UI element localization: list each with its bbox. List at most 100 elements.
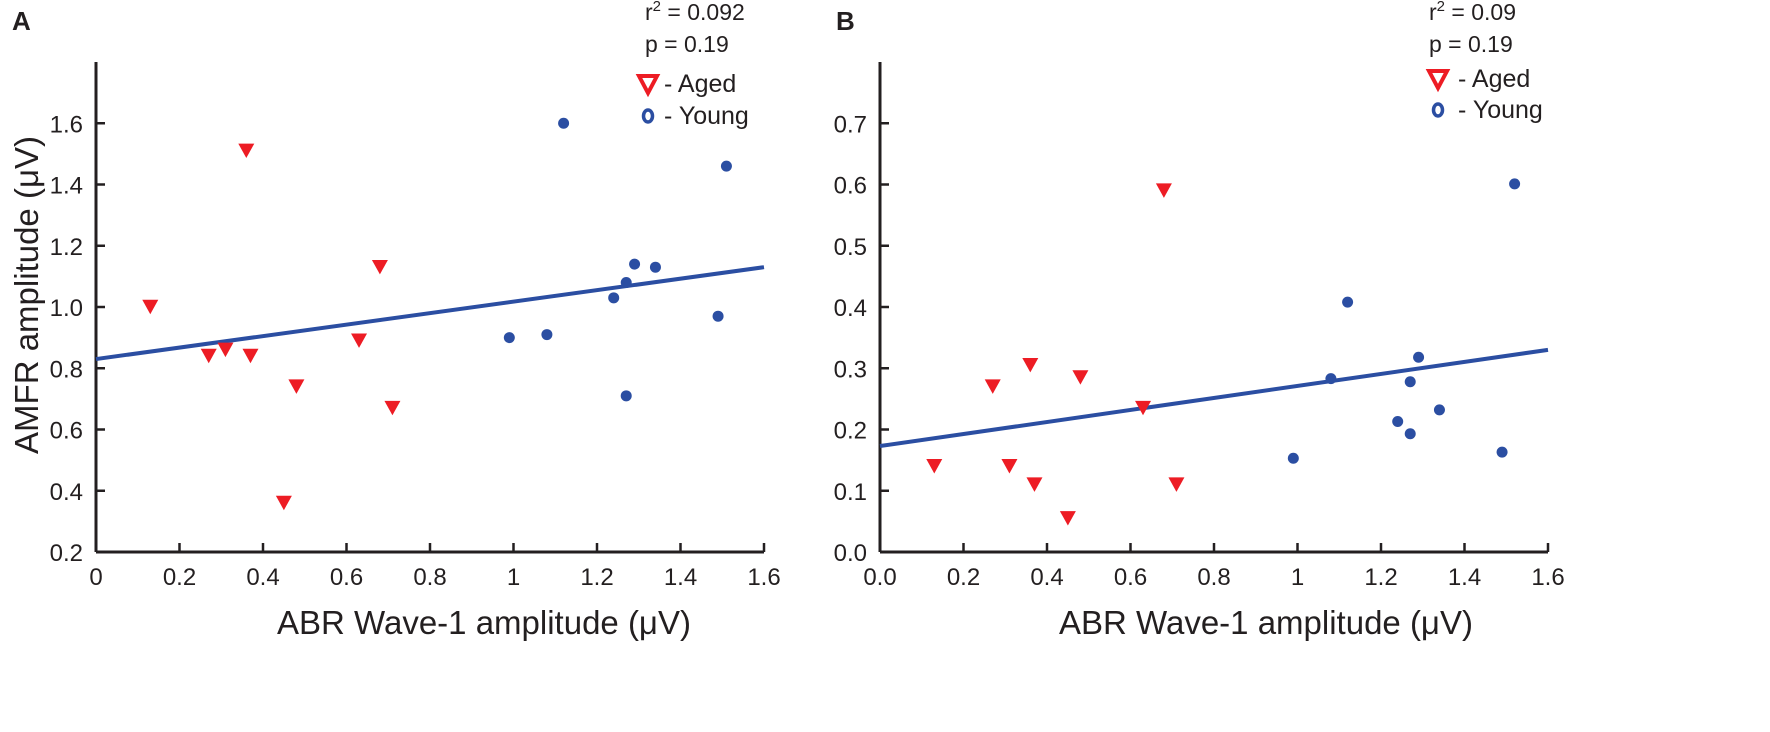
x-tick-label: 0.4 (246, 564, 279, 591)
young-data-point (1287, 452, 1299, 464)
x-tick-label: 0.6 (1114, 564, 1147, 591)
x-axis-title: ABR Wave-1 amplitude (μV) (1059, 604, 1473, 641)
regression-line (879, 347, 1549, 449)
young-data-point (1404, 376, 1416, 388)
y-tick-label: 0.2 (50, 540, 83, 567)
y-tick-label: 1.2 (50, 234, 83, 261)
x-tick-label: 0.6 (330, 564, 363, 591)
aged-data-point (384, 400, 401, 416)
aged-data-point (926, 459, 943, 474)
aged-data-point (351, 333, 368, 348)
y-tick-label: 0.3 (834, 356, 867, 383)
aged-data-point (275, 495, 292, 511)
young-data-point (1509, 178, 1521, 190)
aged-data-point (1135, 400, 1152, 416)
young-data-point (608, 292, 620, 304)
x-tick-label: 1.6 (747, 564, 780, 591)
legend-aged-label: - Aged (1458, 65, 1530, 93)
legend-young-label: - Young (664, 102, 749, 130)
p-value-label: p = 0.19 (1429, 31, 1513, 57)
y-tick-label: 0.4 (50, 479, 83, 506)
x-tick-label: 0 (89, 564, 102, 591)
panel-b: B 0.0 0.2 0.4 0.6 0.8 1 1.2 1.4 1.6 0.0 0.1 0.2 0.3 0.… (834, 0, 1565, 641)
legend-aged-marker-icon (1425, 69, 1451, 93)
young-data-point (629, 258, 641, 270)
panel-a: A0 0.2 0.4 0.6 0.8 1 1.2 1.4 1.60.20.40.60.81.01… (8, 0, 781, 641)
young-data-point (1496, 446, 1508, 458)
young-data-point (720, 160, 732, 172)
r-squared-prefix: r (645, 0, 653, 25)
x-axis-title: ABR Wave-1 amplitude (μV) (277, 604, 691, 641)
aged-data-point (217, 342, 234, 358)
y-tick-label: 0.5 (834, 234, 867, 261)
r-squared-value: = 0.092 (661, 0, 745, 25)
legend: - Aged - Young (635, 70, 749, 130)
x-tick-label: 1.6 (1531, 564, 1564, 591)
aged-data-point (200, 348, 217, 364)
x-tick-label: 1.4 (664, 564, 697, 591)
aged-data-point (142, 299, 159, 315)
x-tick-label: 0.2 (163, 564, 196, 591)
legend-aged-marker-icon (635, 74, 661, 98)
aged-data-point (1001, 459, 1018, 474)
panel-label: B (836, 6, 855, 36)
aged-data-point (1022, 357, 1039, 373)
y-tick-label: 0.2 (834, 418, 867, 445)
aged-data-point (1059, 511, 1076, 526)
r-squared-label: r2 = 0.09 (1429, 0, 1516, 25)
y-tick-label: 0.6 (50, 418, 83, 445)
x-tick-label: 0.8 (413, 564, 446, 591)
r-squared-value: = 0.09 (1445, 0, 1516, 25)
x-tick-label: 1.2 (1364, 564, 1397, 591)
young-data-point (1392, 416, 1404, 428)
p-value-label: p = 0.19 (645, 31, 729, 57)
young-data-point (620, 277, 632, 288)
aged-data-point (242, 348, 259, 364)
young-data-point (712, 310, 724, 322)
young-data-point (558, 117, 570, 129)
young-data-point (1413, 351, 1425, 363)
y-tick-label: 1.6 (50, 111, 83, 138)
young-data-point (1342, 296, 1354, 308)
x-tick-label: 1 (1291, 564, 1304, 591)
legend-young-marker-icon (641, 108, 655, 124)
aged-data-point (1168, 477, 1185, 492)
regression-line (95, 265, 765, 362)
x-tick-label: 0.4 (1030, 564, 1063, 591)
young-data-point (1404, 428, 1416, 440)
r-squared-prefix: r (1429, 0, 1437, 25)
y-tick-label: 0.8 (50, 356, 83, 383)
aged-data-point (1072, 370, 1089, 385)
y-axis-title: AMFR amplitude (μV) (8, 136, 45, 454)
aged-data-point (238, 143, 255, 159)
r-squared-exponent: 2 (1437, 0, 1445, 15)
y-tick-label: 1.4 (50, 173, 83, 200)
aged-data-point (984, 379, 1001, 394)
r-squared-label: r2 = 0.092 (645, 0, 745, 25)
y-tick-label: 0.0 (834, 540, 867, 567)
aged-data-point (288, 379, 305, 394)
young-data-point (620, 390, 632, 402)
legend: - Aged - Young (1425, 65, 1543, 124)
r-squared-exponent: 2 (653, 0, 661, 15)
y-tick-label: 0.4 (834, 295, 867, 322)
legend-young-marker-icon (1431, 102, 1445, 118)
young-data-point (503, 332, 515, 344)
young-data-point (1325, 373, 1337, 385)
young-data-point (541, 329, 553, 341)
young-data-point (1433, 404, 1445, 416)
y-tick-label: 0.7 (834, 111, 867, 138)
x-tick-label: 1 (507, 564, 520, 591)
panel-label: A (12, 6, 31, 36)
x-tick-label: 0.8 (1197, 564, 1230, 591)
x-tick-label: 0.2 (947, 564, 980, 591)
x-tick-label: 0.0 (863, 564, 896, 591)
y-tick-label: 0.6 (834, 173, 867, 200)
aged-data-point (1026, 477, 1043, 492)
legend-young-label: - Young (1458, 96, 1543, 124)
young-data-point (649, 261, 661, 273)
y-tick-label: 1.0 (50, 295, 83, 322)
aged-data-point (1155, 183, 1172, 198)
x-tick-label: 1.4 (1448, 564, 1481, 591)
